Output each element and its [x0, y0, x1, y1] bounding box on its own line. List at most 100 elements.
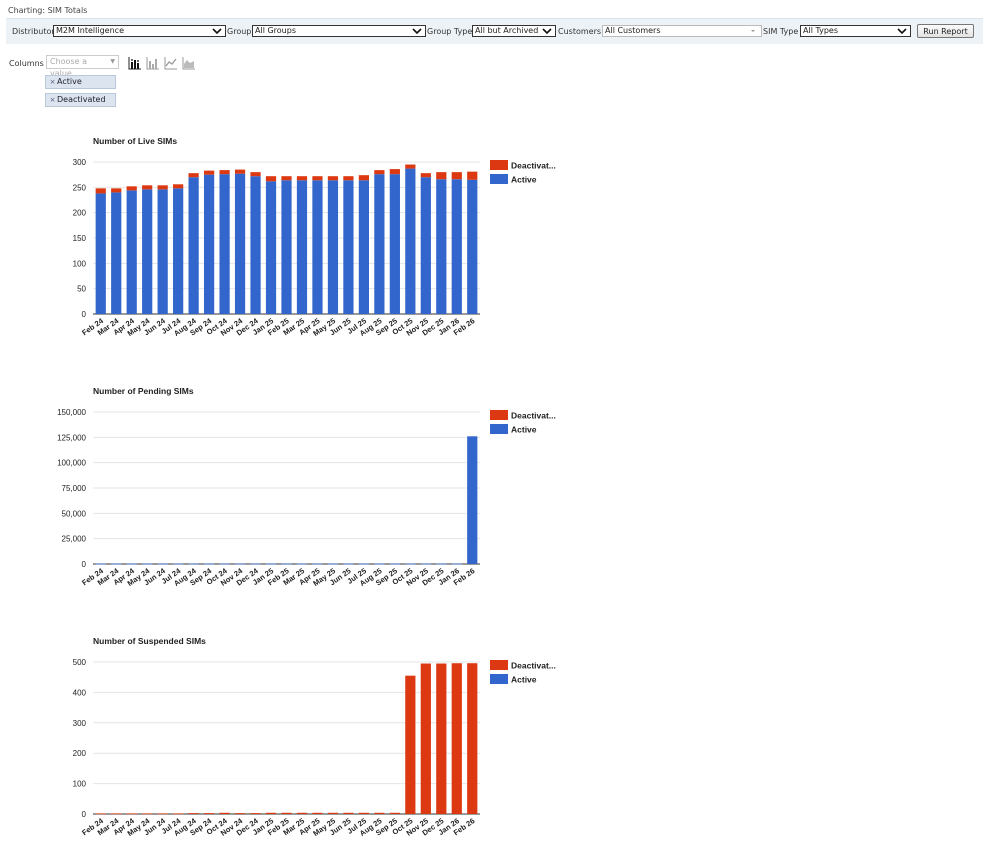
bar-deactivated[interactable]: [296, 176, 308, 181]
bar-deactivated[interactable]: [467, 663, 478, 814]
bar-deactivated[interactable]: [234, 169, 246, 174]
bar-deactivated[interactable]: [142, 185, 153, 190]
bar-active[interactable]: [188, 177, 199, 314]
bar-active[interactable]: [142, 563, 153, 565]
bar-active[interactable]: [343, 563, 354, 565]
bar-deactivated[interactable]: [157, 185, 168, 190]
bar-deactivated[interactable]: [312, 176, 323, 181]
bar-deactivated[interactable]: [420, 663, 431, 814]
bar-deactivated[interactable]: [111, 188, 122, 193]
customers-select[interactable]: All Customers: [602, 25, 762, 37]
bar-deactivated[interactable]: [203, 813, 215, 814]
bar-deactivated[interactable]: [203, 170, 215, 175]
bar-deactivated[interactable]: [312, 812, 323, 814]
bar-active[interactable]: [188, 563, 199, 565]
bar-active[interactable]: [467, 179, 478, 314]
bar-deactivated[interactable]: [219, 812, 230, 814]
bar-active[interactable]: [327, 563, 339, 565]
bar-active[interactable]: [451, 179, 462, 314]
bar-active[interactable]: [374, 174, 385, 314]
bar-active[interactable]: [111, 192, 122, 314]
bar-deactivated[interactable]: [374, 812, 385, 814]
distributor-select[interactable]: M2M Intelligence: [53, 25, 226, 37]
bar-active[interactable]: [157, 189, 168, 314]
remove-icon[interactable]: ×: [49, 96, 56, 104]
bar-active[interactable]: [389, 563, 400, 565]
bar-active[interactable]: [436, 563, 447, 565]
remove-icon[interactable]: ×: [49, 78, 56, 86]
bar-deactivated[interactable]: [95, 188, 106, 194]
bar-deactivated[interactable]: [281, 812, 292, 814]
bar-active[interactable]: [281, 180, 292, 314]
group-select[interactable]: All Groups: [252, 25, 426, 37]
bar-deactivated[interactable]: [234, 813, 246, 814]
bar-deactivated[interactable]: [327, 812, 339, 814]
bar-active[interactable]: [389, 174, 400, 314]
bar-active[interactable]: [312, 180, 323, 314]
bar-active[interactable]: [312, 563, 323, 565]
bar-deactivated[interactable]: [126, 186, 137, 191]
bar-deactivated[interactable]: [173, 813, 184, 815]
bar-deactivated[interactable]: [188, 173, 199, 178]
bar-deactivated[interactable]: [467, 171, 478, 180]
bar-deactivated[interactable]: [111, 813, 122, 815]
bar-active[interactable]: [296, 563, 308, 565]
bar-active[interactable]: [219, 174, 230, 314]
group-type-select[interactable]: All but Archived: [472, 25, 556, 37]
bar-active[interactable]: [219, 563, 230, 565]
bar-deactivated[interactable]: [126, 813, 137, 815]
bar-active[interactable]: [250, 563, 261, 565]
bar-active[interactable]: [327, 180, 339, 314]
bar-deactivated[interactable]: [281, 176, 292, 181]
bar-deactivated[interactable]: [296, 812, 308, 814]
bar-active[interactable]: [405, 563, 416, 565]
sim-type-select[interactable]: All Types: [800, 25, 911, 37]
bar-deactivated[interactable]: [358, 812, 370, 814]
bar-active[interactable]: [296, 180, 308, 314]
bar-deactivated[interactable]: [374, 170, 385, 175]
bar-active[interactable]: [157, 563, 168, 565]
column-chip-active[interactable]: × Active: [45, 75, 116, 89]
bar-active[interactable]: [358, 563, 370, 565]
bar-active[interactable]: [126, 563, 137, 565]
bar-deactivated[interactable]: [451, 663, 462, 814]
stacked-bar-icon[interactable]: [128, 56, 142, 70]
bar-active[interactable]: [203, 174, 215, 314]
bar-deactivated[interactable]: [358, 175, 370, 181]
bar-active[interactable]: [95, 563, 106, 565]
bar-deactivated[interactable]: [157, 813, 168, 815]
bar-active[interactable]: [436, 179, 447, 314]
bar-deactivated[interactable]: [451, 172, 462, 180]
bar-deactivated[interactable]: [436, 172, 447, 180]
bar-deactivated[interactable]: [188, 813, 199, 814]
bar-deactivated[interactable]: [142, 813, 153, 815]
bar-deactivated[interactable]: [95, 813, 106, 815]
bar-active[interactable]: [95, 193, 106, 314]
columns-chooser-input[interactable]: Choose a value... ▼: [46, 55, 119, 78]
bar-deactivated[interactable]: [420, 173, 431, 178]
bar-deactivated[interactable]: [343, 176, 354, 181]
bar-active[interactable]: [374, 563, 385, 565]
bar-active[interactable]: [173, 563, 184, 565]
line-icon[interactable]: [164, 56, 178, 70]
bar-deactivated[interactable]: [405, 675, 416, 814]
bar-active[interactable]: [405, 168, 416, 314]
bar-deactivated[interactable]: [173, 184, 184, 189]
bar-active[interactable]: [281, 563, 292, 565]
bar-icon[interactable]: [146, 56, 160, 70]
bar-deactivated[interactable]: [265, 812, 277, 814]
bar-active[interactable]: [142, 189, 153, 314]
bar-active[interactable]: [111, 563, 122, 565]
bar-active[interactable]: [250, 176, 261, 314]
bar-deactivated[interactable]: [327, 176, 339, 181]
area-icon[interactable]: [182, 56, 196, 70]
bar-active[interactable]: [343, 180, 354, 314]
bar-deactivated[interactable]: [265, 176, 277, 182]
bar-active[interactable]: [358, 180, 370, 314]
bar-active[interactable]: [420, 563, 431, 565]
bar-active[interactable]: [126, 190, 137, 314]
bar-deactivated[interactable]: [389, 812, 400, 814]
bar-active[interactable]: [203, 563, 215, 565]
bar-deactivated[interactable]: [389, 169, 400, 175]
bar-active[interactable]: [265, 563, 277, 565]
